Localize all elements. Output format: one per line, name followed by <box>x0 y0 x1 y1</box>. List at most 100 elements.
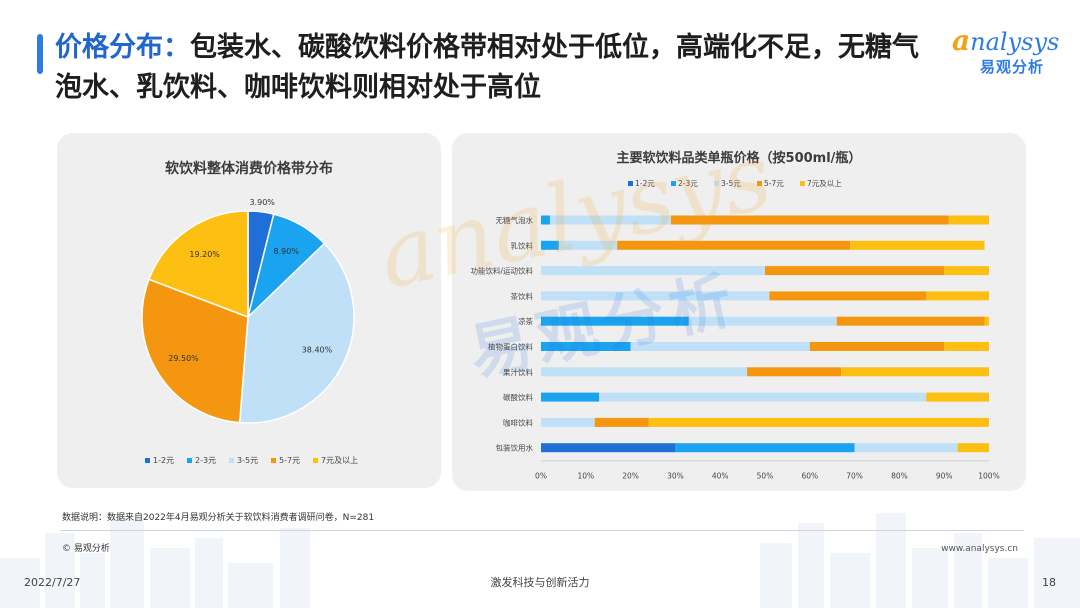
footer-date: 2022/7/27 <box>24 576 81 589</box>
bar-segment <box>541 240 559 250</box>
bar-legend-swatch <box>800 181 805 186</box>
logo-chinese: 易观分析 <box>980 58 1045 76</box>
bar-legend-label: 7元及以上 <box>807 179 842 188</box>
title-highlight: 价格分布： <box>55 32 190 63</box>
bar-segment <box>675 443 855 453</box>
bar-segment <box>984 316 989 326</box>
bar-segment <box>747 367 842 377</box>
bar-segment <box>836 316 985 326</box>
bar-segment <box>948 215 989 225</box>
bar-chart-panel: 主要软饮料品类单瓶价格（按500ml/瓶） 1-2元 2-3元 3-5元 5-7元 7元… <box>452 133 1026 491</box>
x-tick-label: 0% <box>535 472 547 481</box>
bar-segment <box>541 316 689 326</box>
bar-segment <box>541 443 676 453</box>
x-tick-label: 100% <box>978 472 999 481</box>
bar-segment <box>594 417 649 427</box>
bar-segment <box>558 240 618 250</box>
bar-segment <box>944 266 989 276</box>
pie-data-label: 3.90% <box>249 198 275 207</box>
bar-segment <box>769 291 927 301</box>
bar-category-label: 功能饮料/运动饮料 <box>470 266 533 276</box>
pie-legend-swatch <box>229 458 234 463</box>
bar-category-label: 植物蛋白饮料 <box>488 342 533 352</box>
bar-segment <box>841 367 989 377</box>
website-link[interactable]: www.analysys.cn <box>941 544 1018 554</box>
bar-segment <box>850 240 985 250</box>
pie-chart-panel: 软饮料整体消费价格带分布 3.90% 8.90% 38.40% 29.50% 19.20… <box>57 133 441 488</box>
title-accent-bar <box>37 34 43 74</box>
pie-chart: 3.90% 8.90% 38.40% 29.50% 19.20% 1-2元 2-3元 3-5元… <box>141 198 358 465</box>
bar-segment <box>957 443 989 453</box>
bar-category-label: 无糖气泡水 <box>496 215 534 225</box>
pie-chart-title: 软饮料整体消费价格带分布 <box>165 161 333 177</box>
pie-data-label: 19.20% <box>189 250 220 259</box>
bar-legend-swatch <box>757 181 762 186</box>
bar-legend-label: 5-7元 <box>764 179 784 188</box>
bar-segment <box>670 215 949 225</box>
stacked-bar-chart: 1-2元 2-3元 3-5元 5-7元 7元及以上无糖气泡水乳饮料功能饮料/运动饮料茶饮… <box>470 179 999 481</box>
pie-data-label: 29.50% <box>168 354 199 363</box>
bar-segment <box>541 367 748 377</box>
bar-segment <box>617 240 851 250</box>
copyright: © 易观分析 <box>62 544 110 554</box>
bar-segment <box>648 417 989 427</box>
x-tick-label: 30% <box>667 472 684 481</box>
bar-segment <box>688 316 837 326</box>
pie-legend-label: 3-5元 <box>237 456 258 465</box>
pie-legend-swatch <box>271 458 276 463</box>
bar-legend-label: 2-3元 <box>678 179 698 188</box>
pie-slice-4 <box>141 278 249 424</box>
analysys-logo: analysys 易观分析 <box>952 24 1064 80</box>
bar-segment <box>541 291 770 301</box>
bar-legend-label: 3-5元 <box>721 179 741 188</box>
x-tick-label: 50% <box>757 472 774 481</box>
bar-segment <box>541 342 631 351</box>
pie-legend-label: 7元及以上 <box>321 456 358 465</box>
bar-category-label: 咖啡饮料 <box>503 417 533 427</box>
pie-slice-3 <box>238 242 355 424</box>
bar-segment <box>809 342 945 351</box>
page-number: 18 <box>1042 576 1056 589</box>
x-tick-label: 60% <box>801 472 818 481</box>
title-text: 包装水、碳酸饮料价格带相对处于低位，高端化不足，无糖气泡水、乳饮料、咖啡饮料则相… <box>55 32 919 103</box>
bar-segment <box>541 392 600 402</box>
pie-legend-label: 2-3元 <box>195 456 216 465</box>
x-tick-label: 90% <box>936 472 953 481</box>
bar-legend-label: 1-2元 <box>635 179 655 188</box>
logo-brand: analysys <box>952 24 1060 57</box>
bar-category-label: 乳饮料 <box>511 240 534 250</box>
bar-segment <box>599 392 927 402</box>
bar-legend-swatch <box>714 181 719 186</box>
pie-legend-label: 5-7元 <box>279 456 300 465</box>
bar-segment <box>541 417 595 427</box>
bar-segment <box>765 266 945 276</box>
bar-segment <box>926 291 989 301</box>
bar-category-label: 碳酸饮料 <box>503 392 533 402</box>
footer-slogan: 激发科技与创新活力 <box>490 576 590 589</box>
bar-segment <box>549 215 671 225</box>
footer-divider <box>60 530 1024 531</box>
pie-legend-label: 1-2元 <box>153 456 174 465</box>
pie-data-label: 8.90% <box>274 247 300 256</box>
pie-legend-swatch <box>313 458 318 463</box>
pie-data-label: 38.40% <box>302 346 333 355</box>
x-tick-label: 80% <box>891 472 908 481</box>
page-title: 价格分布：包装水、碳酸饮料价格带相对处于低位，高端化不足，无糖气泡水、乳饮料、咖… <box>55 28 945 108</box>
bar-segment <box>926 392 989 402</box>
data-note: 数据说明：数据来自2022年4月易观分析关于软饮料消费者调研问卷，N=281 <box>62 513 375 523</box>
pie-slice-5 <box>147 210 249 319</box>
x-tick-label: 40% <box>712 472 729 481</box>
bar-segment <box>854 443 958 453</box>
bar-category-label: 包装饮用水 <box>496 443 534 453</box>
x-tick-label: 70% <box>846 472 863 481</box>
bar-category-label: 果汁饮料 <box>503 367 533 377</box>
bar-segment <box>944 342 989 351</box>
x-tick-label: 10% <box>577 472 594 481</box>
bar-legend-swatch <box>671 181 676 186</box>
bar-segment <box>630 342 810 351</box>
bar-chart-title: 主要软饮料品类单瓶价格（按500ml/瓶） <box>616 151 862 166</box>
x-tick-label: 20% <box>622 472 639 481</box>
bar-category-label: 凉茶 <box>518 316 533 326</box>
bar-legend-swatch <box>628 181 633 186</box>
bar-segment <box>541 266 765 276</box>
